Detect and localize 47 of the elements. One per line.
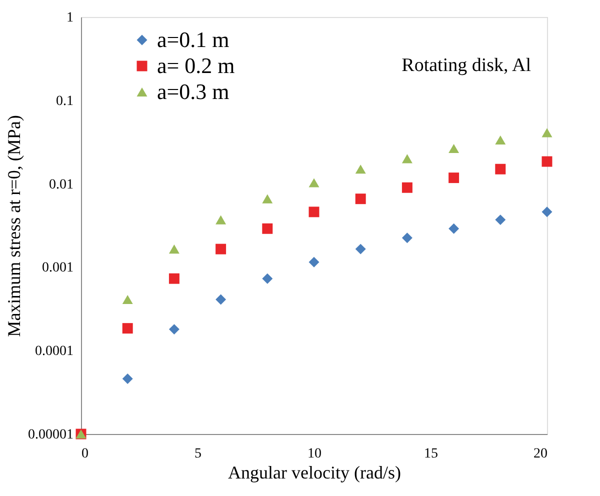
x-tick-label: 5	[194, 446, 202, 462]
point	[262, 273, 273, 284]
point	[262, 223, 273, 234]
point	[308, 256, 320, 268]
point	[542, 156, 552, 167]
x-tick-label: 10	[308, 446, 322, 462]
point	[495, 135, 506, 145]
point	[168, 324, 180, 335]
x-tick-label: 20	[534, 446, 548, 462]
point	[308, 178, 320, 188]
point	[355, 244, 366, 254]
point	[262, 194, 273, 204]
point	[168, 244, 180, 254]
point	[355, 194, 366, 204]
point	[542, 128, 552, 138]
point	[122, 323, 133, 334]
y-tick-label: 0.0001	[35, 344, 74, 360]
legend-label: a=0.3 m	[157, 79, 230, 104]
y-tick-label: 0.01	[49, 177, 74, 192]
legend-label: a=0.1 m	[157, 27, 230, 52]
annotation: Rotating disk, Al	[402, 55, 531, 76]
y-axis-title: Maximum stress at r=0, (MPa)	[4, 115, 24, 337]
point	[168, 273, 180, 284]
x-axis-title: Angular velocity (rad/s)	[228, 462, 401, 482]
y-tick-label: 1	[66, 10, 74, 26]
point	[308, 206, 320, 218]
point	[122, 294, 133, 304]
point	[355, 164, 366, 174]
point	[402, 232, 412, 244]
point	[495, 214, 506, 226]
point	[216, 244, 226, 254]
point	[216, 294, 226, 305]
point	[402, 154, 412, 164]
y-tick-label: 0.00001	[28, 428, 74, 442]
x-tick-label: 15	[424, 446, 438, 462]
point	[122, 373, 133, 384]
x-tick-label: 0	[82, 446, 88, 462]
point	[402, 182, 412, 193]
point	[542, 206, 552, 218]
point	[448, 172, 460, 184]
point	[495, 164, 506, 174]
y-tick-label: 0.1	[56, 94, 74, 109]
legend-label: a= 0.2 m	[157, 53, 235, 78]
point	[448, 223, 460, 234]
point	[448, 144, 460, 154]
y-tick-label: 0.001	[42, 260, 74, 276]
point	[216, 215, 226, 224]
